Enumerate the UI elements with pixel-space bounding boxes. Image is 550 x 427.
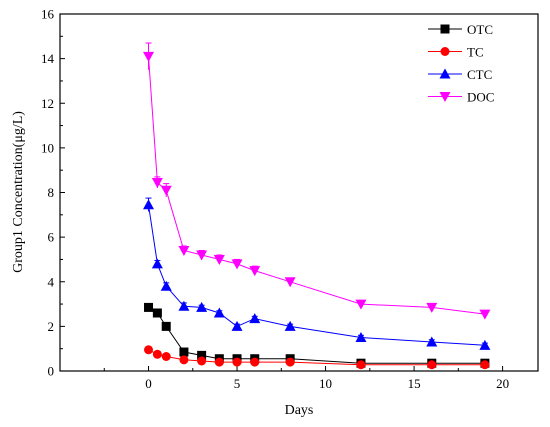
series-tc bbox=[144, 345, 490, 370]
data-point-ctc bbox=[284, 320, 296, 331]
x-tick-label: 20 bbox=[496, 376, 509, 391]
y-tick-label: 8 bbox=[48, 185, 55, 200]
data-point-otc bbox=[179, 347, 189, 357]
data-point-tc bbox=[179, 355, 189, 365]
data-point-ctc bbox=[178, 300, 190, 311]
legend-item-otc: OTC bbox=[428, 22, 493, 37]
data-point-doc bbox=[249, 266, 261, 277]
data-point-doc bbox=[231, 259, 243, 270]
data-point-ctc bbox=[160, 280, 172, 291]
data-point-ctc bbox=[151, 258, 163, 269]
legend-label: OTC bbox=[467, 22, 493, 37]
series-otc bbox=[144, 302, 490, 368]
x-tick-label: 10 bbox=[319, 376, 332, 391]
series-doc bbox=[143, 42, 491, 320]
legend-label: DOC bbox=[467, 90, 494, 105]
series-ctc bbox=[143, 197, 491, 350]
data-point-doc bbox=[479, 309, 491, 320]
data-point-doc bbox=[160, 185, 172, 196]
data-point-ctc bbox=[426, 336, 438, 347]
data-point-tc bbox=[161, 351, 171, 361]
data-point-tc bbox=[480, 360, 490, 370]
data-point-doc bbox=[178, 246, 190, 257]
data-point-doc bbox=[213, 254, 225, 265]
data-point-tc bbox=[214, 357, 224, 367]
data-point-otc bbox=[144, 302, 154, 312]
tick-layer: 0 5 10 15 20 0 2 4 6 8 10 12 14 16 bbox=[41, 7, 509, 392]
y-tick-label: 4 bbox=[48, 274, 55, 289]
x-tick-label: 5 bbox=[234, 376, 241, 391]
legend-marker bbox=[439, 92, 451, 102]
data-point-ctc bbox=[213, 307, 225, 318]
data-point-tc bbox=[144, 345, 154, 355]
data-point-ctc bbox=[143, 199, 155, 210]
y-tick-label: 2 bbox=[48, 319, 55, 334]
x-axis-title: Days bbox=[285, 403, 314, 418]
legend-label: TC bbox=[467, 45, 484, 60]
data-point-doc bbox=[355, 299, 367, 310]
data-point-tc bbox=[232, 357, 242, 367]
data-point-otc bbox=[197, 350, 207, 360]
data-point-tc bbox=[356, 360, 366, 370]
legend-marker bbox=[440, 24, 450, 34]
x-tick-label: 0 bbox=[145, 376, 152, 391]
legend-item-doc: DOC bbox=[428, 90, 494, 105]
data-point-ctc bbox=[231, 320, 243, 331]
y-tick-label: 10 bbox=[41, 140, 54, 155]
legend-marker bbox=[440, 47, 450, 56]
x-tick-label: 15 bbox=[408, 376, 421, 391]
y-tick-label: 6 bbox=[48, 230, 55, 245]
y-axis-title: Group1 Concentration(μg/L) bbox=[11, 111, 26, 273]
legend-item-ctc: CTC bbox=[428, 67, 492, 82]
data-point-doc bbox=[284, 277, 296, 288]
data-point-tc bbox=[427, 360, 437, 370]
data-point-ctc bbox=[355, 332, 367, 343]
legend: OTC TC CTC DOC bbox=[428, 22, 494, 105]
data-point-doc bbox=[196, 250, 208, 261]
data-point-ctc bbox=[249, 313, 261, 324]
data-point-doc bbox=[426, 302, 438, 313]
data-point-otc bbox=[161, 321, 171, 331]
y-tick-label: 0 bbox=[48, 364, 55, 379]
series-layer bbox=[143, 42, 491, 370]
y-tick-label: 16 bbox=[41, 7, 55, 22]
data-point-tc bbox=[285, 357, 295, 367]
data-point-doc bbox=[151, 177, 163, 188]
series-line-doc bbox=[148, 56, 485, 315]
series-line-ctc bbox=[148, 204, 485, 346]
data-point-tc bbox=[197, 356, 207, 366]
data-point-ctc bbox=[479, 339, 491, 350]
data-point-doc bbox=[143, 51, 155, 62]
y-tick-label: 14 bbox=[41, 51, 55, 66]
legend-marker bbox=[439, 68, 451, 79]
data-point-tc bbox=[152, 349, 162, 359]
legend-item-tc: TC bbox=[428, 45, 484, 60]
data-point-tc bbox=[250, 357, 260, 367]
data-point-ctc bbox=[196, 301, 208, 312]
legend-label: CTC bbox=[467, 67, 492, 82]
data-point-otc bbox=[152, 308, 162, 318]
y-tick-label: 12 bbox=[41, 96, 54, 111]
